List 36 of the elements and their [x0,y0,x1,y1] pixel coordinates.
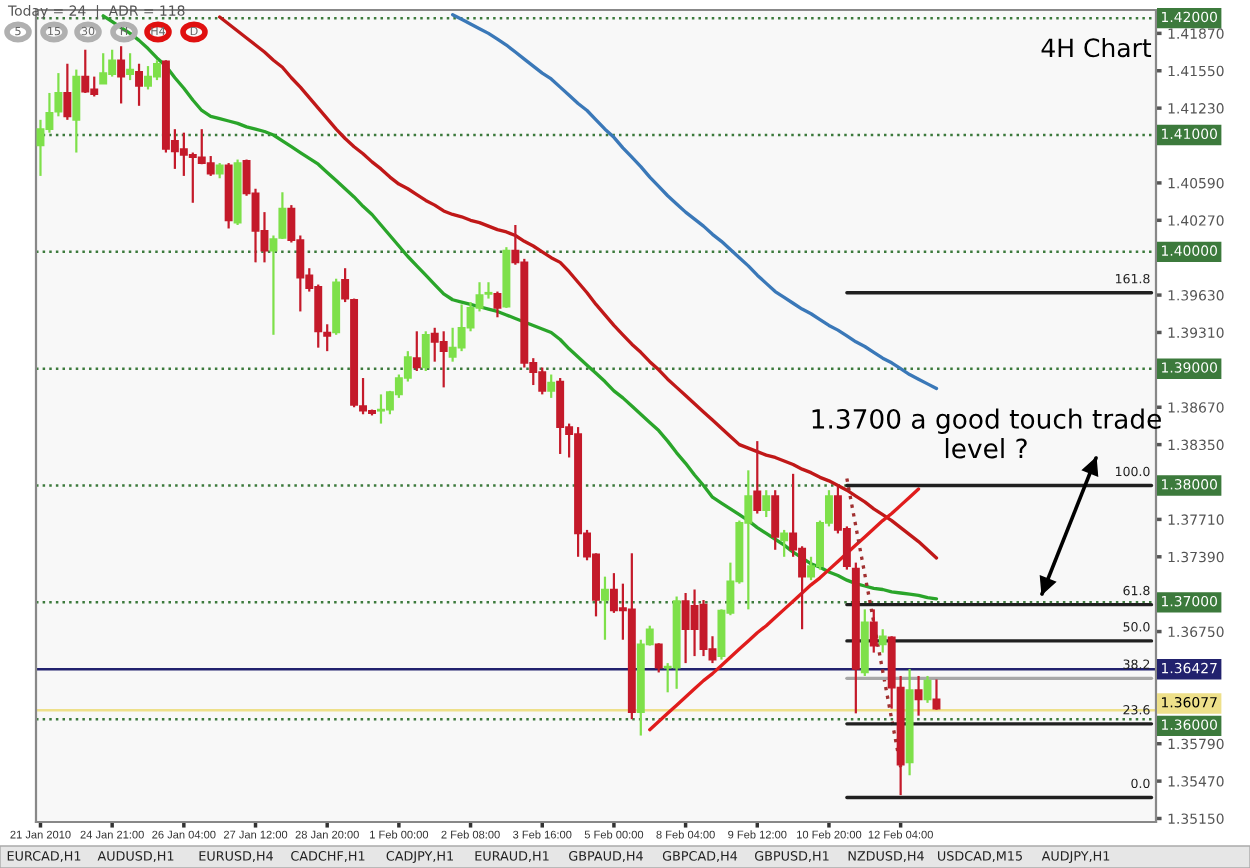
candlestick [323,323,332,353]
line-series [450,13,939,391]
candlestick [99,52,108,85]
candlestick [869,608,878,654]
annotation: 1.3700 a good touch trade level ? [812,408,1161,459]
line-series [845,476,903,769]
candlestick [771,489,780,551]
candlestick [914,674,923,717]
candlestick [753,440,762,515]
candlestick [36,118,45,178]
candlestick [439,330,448,389]
line-series [101,14,939,601]
candlestick [493,290,502,319]
annotation: 4H Chart [1041,37,1152,58]
candlestick [556,376,565,456]
candlestick [654,642,663,674]
candlestick [126,52,135,82]
candlestick [206,154,215,178]
candlestick [932,678,941,711]
candlestick [421,330,430,373]
candlestick [780,528,789,558]
line-series [648,487,921,732]
candlestick [81,48,90,95]
candlestick [72,68,81,154]
candlestick [63,62,72,121]
candlestick [412,330,421,373]
candlestick [600,575,609,641]
candlestick [547,373,556,399]
candlestick [117,45,126,105]
candlestick [152,59,161,82]
candlestick [878,628,887,654]
line-series [218,15,939,560]
candlestick [135,62,144,107]
candlestick [762,489,771,519]
candlestick [341,267,350,304]
candlestick [690,588,699,658]
